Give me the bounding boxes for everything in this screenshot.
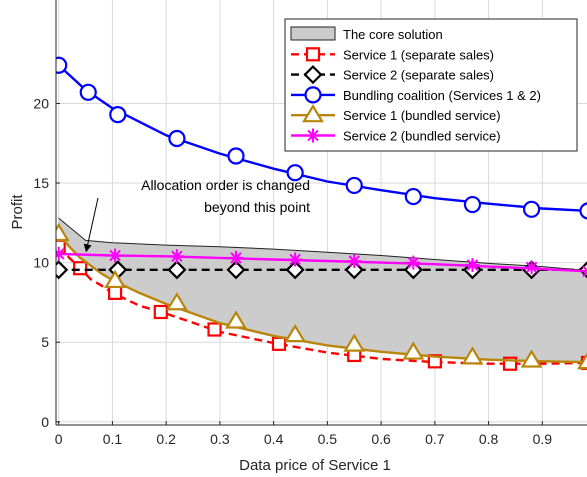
data-point-bundling-coalition-services-1-2	[79, 83, 97, 101]
y-tick-label: 10	[33, 255, 49, 271]
data-point-service-2-bundled-service	[169, 249, 184, 264]
series-service-2-bundled-service	[56, 246, 587, 279]
legend: The core solution Service 1 (separate sal…	[284, 18, 578, 152]
data-point-service-1-bundled-service	[165, 292, 188, 311]
data-point-bundling-coalition-services-1-2	[522, 200, 541, 218]
data-point-service-2-bundled-service	[347, 254, 362, 269]
data-point-service-2-bundled-service	[229, 250, 244, 265]
annotation-line-1: Allocation order is changed	[141, 177, 310, 193]
legend-marker-service-1-bundled-service	[302, 104, 324, 123]
annotation-arrow	[83, 197, 99, 253]
data-point-service-2-bundled-service	[288, 252, 303, 267]
x-tick-labels: 0 0.1 0.2 0.3 0.4 0.5 0.6 0.7 0.8 0.9	[55, 421, 552, 447]
series-line-service-1-separate-sales	[57, 245, 587, 365]
legend-marker-bundling-coalition-services-1-2	[304, 86, 322, 104]
data-point-service-1-bundled-service	[104, 269, 127, 289]
data-point-bundling-coalition-services-1-2	[56, 56, 68, 74]
data-point-service-2-separate-sales	[226, 260, 246, 280]
legend-label-service-1-bundled-service: Service 1 (bundled service)	[343, 108, 501, 123]
data-point-service-1-bundled-service	[56, 222, 70, 242]
core-upper-edge	[58, 217, 587, 272]
x-tick-label: 0.2	[156, 431, 176, 447]
series-line-service-1-bundled-service	[57, 233, 587, 364]
x-tick-label: 0.1	[103, 431, 123, 447]
x-tick-label: 0	[55, 431, 63, 447]
data-point-bundling-coalition-services-1-2	[404, 187, 422, 206]
data-point-service-2-bundled-service	[108, 248, 123, 263]
legend-label-service-1-separate-sales: Service 1 (separate sales)	[343, 47, 494, 62]
data-point-service-1-separate-sales	[108, 285, 123, 300]
data-point-bundling-coalition-services-1-2	[286, 164, 304, 182]
series-layer	[56, 56, 587, 371]
data-point-service-1-bundled-service	[284, 323, 307, 343]
legend-box	[284, 18, 578, 152]
x-tick-label: 0.6	[371, 431, 391, 447]
x-tick-label: 0.4	[264, 431, 284, 447]
x-tick-label: 0.7	[425, 431, 445, 447]
data-point-service-1-separate-sales	[73, 261, 88, 276]
data-point-service-2-bundled-service	[406, 255, 421, 270]
series-bundling-coalition-services-1-2	[56, 56, 587, 220]
series-service-2-separate-sales	[56, 260, 587, 280]
data-point-service-1-separate-sales	[271, 336, 287, 351]
data-point-service-2-separate-sales	[285, 260, 305, 280]
y-tick-label: 15	[33, 175, 49, 191]
data-point-bundling-coalition-services-1-2	[345, 176, 363, 195]
data-point-service-1-bundled-service	[225, 310, 247, 329]
legend-label-core-solution: The core solution	[343, 27, 443, 42]
data-point-service-2-separate-sales	[56, 260, 69, 280]
y-tick-label: 20	[33, 95, 49, 111]
core-region	[58, 217, 587, 363]
series-line-service-2-bundled-service	[58, 252, 587, 273]
data-point-service-1-bundled-service	[343, 333, 366, 352]
data-point-service-1-bundled-service	[402, 341, 425, 360]
series-service-1-bundled-service	[56, 222, 587, 370]
x-axis-label: Data price of Service 1	[239, 457, 391, 474]
data-point-bundling-coalition-services-1-2	[579, 202, 587, 220]
data-point-service-2-bundled-service	[465, 258, 480, 273]
data-point-service-2-separate-sales	[167, 260, 187, 280]
data-point-service-1-bundled-service	[520, 349, 543, 368]
y-tick-labels: 0 5 10 15 20	[33, 95, 60, 430]
data-point-service-2-bundled-service	[56, 246, 66, 261]
x-tick-label: 0.3	[210, 431, 230, 447]
y-tick-label: 0	[41, 414, 49, 430]
legend-marker-service-2-bundled-service	[306, 128, 320, 143]
data-point-service-1-separate-sales	[153, 304, 168, 320]
x-tick-label: 0.5	[318, 431, 338, 447]
data-point-service-1-bundled-service	[461, 346, 484, 365]
data-point-bundling-coalition-services-1-2	[109, 106, 127, 124]
x-tick-label: 0.8	[479, 431, 499, 447]
legend-marker-service-2-separate-sales	[303, 65, 323, 85]
legend-label-bundling-coalition-services-1-2: Bundling coalition (Services 1 & 2)	[343, 88, 541, 103]
y-axis-label: Profit	[9, 194, 26, 230]
y-tick-label: 5	[41, 334, 49, 350]
data-point-bundling-coalition-services-1-2	[463, 195, 482, 214]
annotation: Allocation order is changed beyond this …	[83, 177, 310, 253]
data-point-service-1-separate-sales	[207, 322, 222, 337]
annotation-line-2: beyond this point	[204, 199, 310, 215]
data-point-bundling-coalition-services-1-2	[168, 129, 186, 148]
data-point-service-2-bundled-service	[524, 260, 539, 275]
data-point-service-1-separate-sales	[427, 354, 442, 369]
legend-label-service-2-bundled-service: Service 2 (bundled service)	[343, 129, 501, 144]
legend-marker-service-1-separate-sales	[305, 47, 321, 62]
series-service-1-separate-sales	[56, 239, 587, 371]
legend-swatch-core-solution	[290, 26, 336, 41]
data-point-bundling-coalition-services-1-2	[227, 147, 245, 165]
legend-label-service-2-separate-sales: Service 2 (separate sales)	[343, 68, 494, 83]
x-tick-label: 0.9	[533, 431, 553, 447]
core-solution-area	[58, 218, 587, 363]
data-point-service-1-bundled-service	[577, 352, 587, 370]
